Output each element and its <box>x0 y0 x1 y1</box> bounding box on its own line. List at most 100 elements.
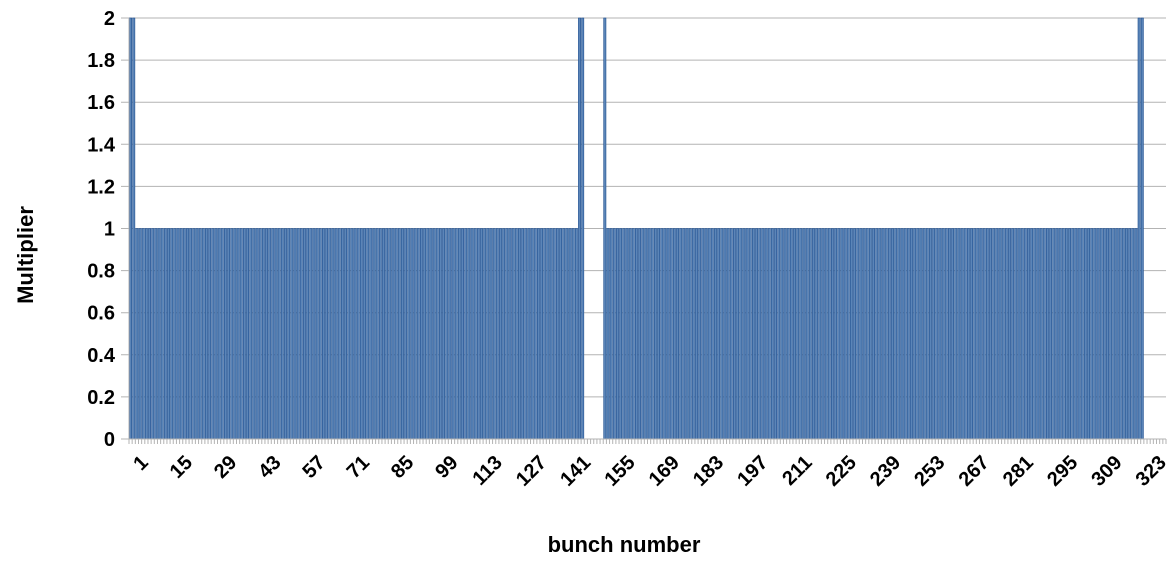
bar <box>916 228 920 440</box>
y-tick-label: 1.4 <box>87 134 116 156</box>
bar <box>480 228 483 440</box>
bar <box>695 228 698 440</box>
bar <box>973 228 977 440</box>
bar <box>685 228 689 440</box>
bar <box>176 228 180 440</box>
bar <box>372 228 376 440</box>
bar <box>499 228 502 440</box>
bar <box>347 228 351 440</box>
bar <box>1115 228 1119 440</box>
bar <box>249 228 253 440</box>
bar <box>815 228 819 440</box>
bar <box>777 228 781 440</box>
bar <box>1055 228 1059 440</box>
bar <box>382 228 385 440</box>
bar <box>789 228 793 440</box>
bar <box>132 17 136 440</box>
bar <box>527 228 531 440</box>
bar <box>274 228 278 440</box>
bar <box>157 228 161 440</box>
bar <box>546 228 550 440</box>
bar <box>334 228 338 440</box>
bar <box>581 17 585 440</box>
bar <box>141 228 145 440</box>
bar <box>1099 228 1103 440</box>
bar <box>464 228 468 440</box>
bar <box>144 228 148 440</box>
bar <box>660 228 664 440</box>
bar <box>742 228 746 440</box>
bar <box>1074 228 1078 440</box>
bar <box>698 228 702 440</box>
bar <box>413 228 417 440</box>
bar <box>258 228 262 440</box>
bar <box>672 228 676 440</box>
bar <box>761 228 765 440</box>
bar <box>179 228 183 440</box>
y-tick-label: 0.4 <box>87 345 116 367</box>
bar <box>543 228 547 440</box>
bar <box>657 228 661 440</box>
x-tick-label: 15 <box>166 452 197 483</box>
bar <box>1090 228 1094 440</box>
bar <box>827 228 831 440</box>
bar <box>616 228 619 440</box>
bar <box>265 228 268 440</box>
bar <box>378 228 382 440</box>
bar <box>884 228 888 440</box>
bar <box>476 228 480 440</box>
bar <box>720 228 724 440</box>
bar <box>638 228 642 440</box>
x-tick-label: 323 <box>1132 452 1169 491</box>
bar <box>1042 228 1046 440</box>
bar <box>666 228 670 440</box>
bar <box>514 228 518 440</box>
x-tick-label: 295 <box>1043 452 1082 491</box>
bar <box>846 228 850 440</box>
bar <box>154 228 158 440</box>
axes <box>128 18 1167 444</box>
bar <box>217 228 221 440</box>
bar <box>802 228 806 440</box>
bar <box>609 228 613 440</box>
y-tick-label: 1.6 <box>87 92 115 114</box>
bar <box>1023 228 1027 440</box>
bar <box>325 228 329 440</box>
bar <box>872 228 875 440</box>
bar <box>1102 228 1106 440</box>
x-tick-label: 169 <box>645 452 684 491</box>
x-tick-label: 1 <box>129 452 152 475</box>
bar <box>495 228 499 440</box>
bar <box>457 228 461 440</box>
bar <box>252 228 256 440</box>
bar <box>299 228 303 440</box>
bar <box>691 228 695 440</box>
x-axis-title: bunch number <box>548 532 701 557</box>
bar <box>1039 228 1043 440</box>
bar <box>192 228 196 440</box>
x-tick-label: 281 <box>999 452 1038 491</box>
bar <box>353 228 357 440</box>
bar <box>533 228 537 440</box>
bar <box>401 228 404 440</box>
bar <box>1128 228 1132 440</box>
bar <box>812 228 815 440</box>
bar <box>963 228 967 440</box>
bar <box>321 228 325 440</box>
bar <box>714 228 717 440</box>
bar <box>764 228 768 440</box>
bar <box>748 228 752 440</box>
bar <box>420 228 423 440</box>
x-tick-label: 197 <box>733 452 772 491</box>
bar <box>312 228 316 440</box>
bar <box>1112 228 1116 440</box>
bar <box>211 228 215 440</box>
x-tick-label: 253 <box>910 452 949 491</box>
bar <box>442 228 446 440</box>
bar <box>954 228 958 440</box>
bar <box>622 228 626 440</box>
bar <box>220 228 224 440</box>
bar <box>1033 228 1037 440</box>
bar <box>1058 228 1062 440</box>
bar <box>198 228 202 440</box>
